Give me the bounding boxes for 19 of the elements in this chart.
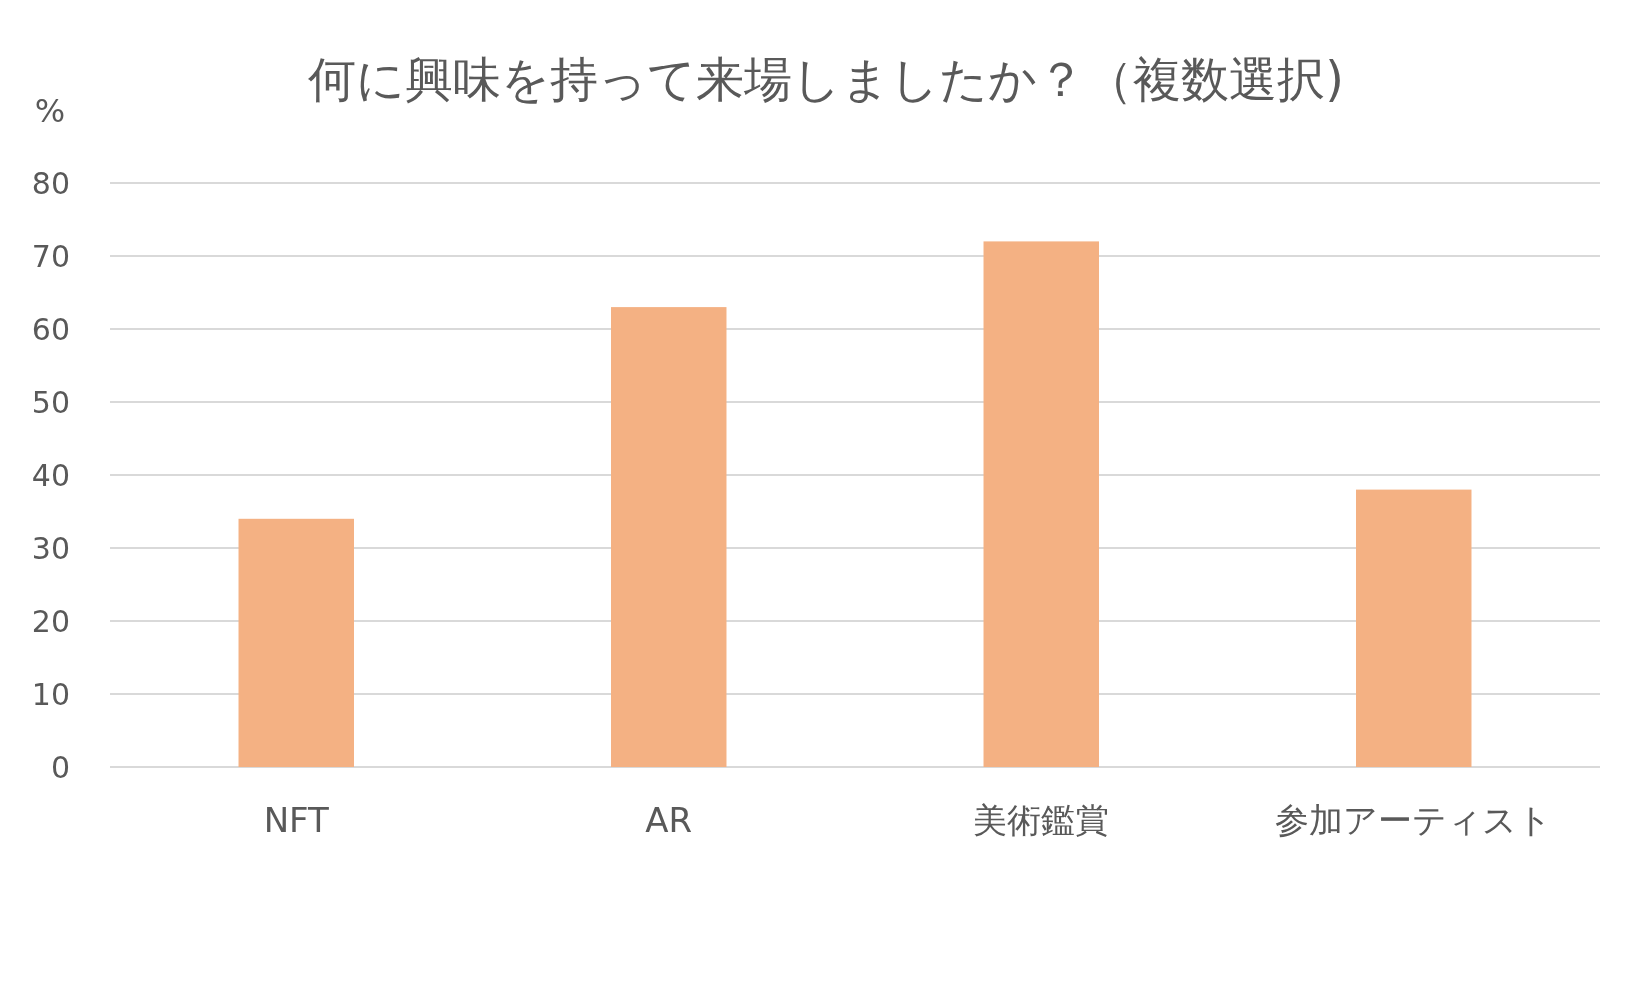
- bar: [238, 518, 354, 767]
- x-tick-label: 参加アーティスト: [1275, 800, 1553, 840]
- bar: [611, 307, 727, 767]
- y-tick-label: 70: [31, 239, 70, 274]
- y-tick-label: 10: [31, 677, 70, 712]
- chart-title: 何に興味を持って来場しましたか？（複数選択): [308, 51, 1344, 107]
- y-tick-label: 40: [31, 458, 70, 493]
- y-tick-label: 0: [50, 750, 70, 785]
- y-tick-label: 20: [31, 604, 70, 639]
- y-axis-title: %: [34, 92, 66, 130]
- x-tick-label: AR: [645, 800, 693, 840]
- y-tick-label: 30: [31, 531, 70, 566]
- x-tick-label: 美術鑑賞: [973, 800, 1110, 840]
- y-tick-label: 60: [31, 312, 70, 347]
- x-tick-label: NFT: [263, 800, 330, 840]
- bar: [1356, 489, 1472, 767]
- y-tick-label: 50: [31, 385, 70, 420]
- bar: [983, 241, 1099, 767]
- y-tick-label: 80: [31, 166, 70, 201]
